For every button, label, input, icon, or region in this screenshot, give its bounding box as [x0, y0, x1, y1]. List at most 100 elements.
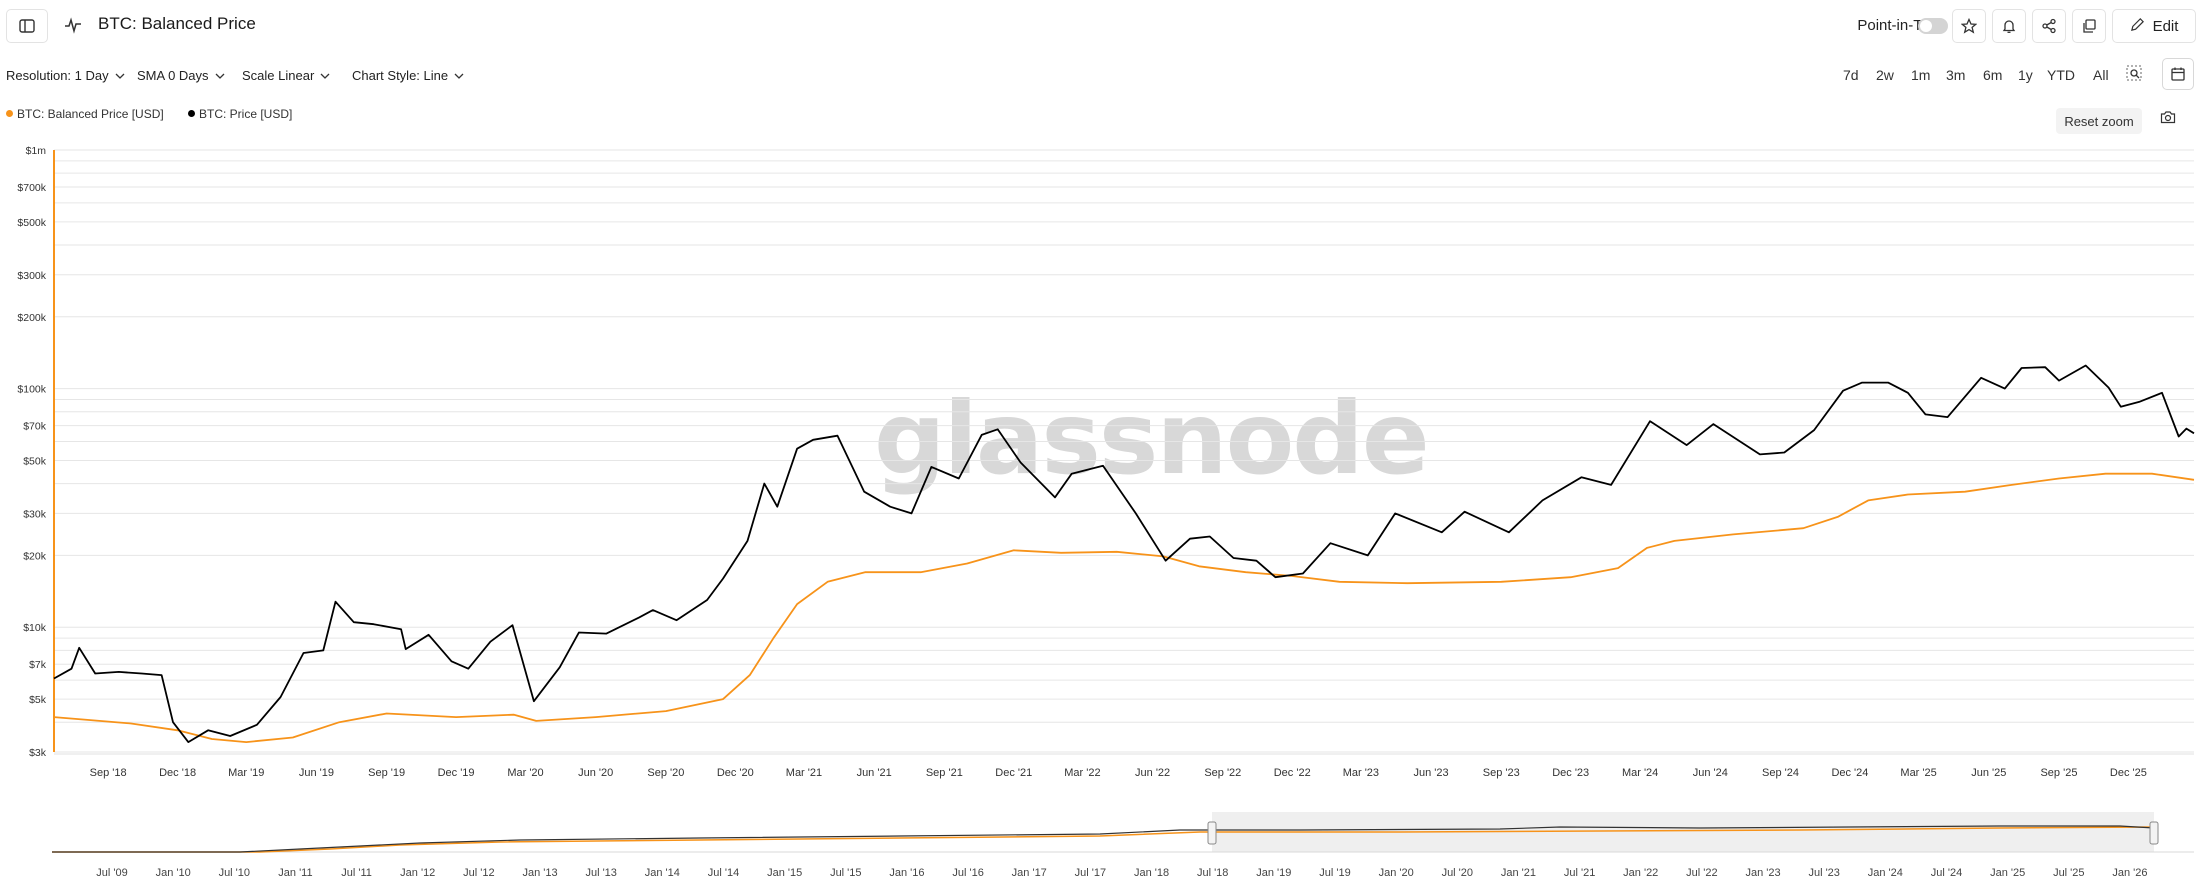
x-tick-label: Mar '24: [1622, 767, 1658, 779]
legend-item-balanced-price[interactable]: BTC: Balanced Price [USD]: [6, 107, 164, 121]
x-tick-label: Dec '20: [717, 767, 754, 779]
x-tick-label: Jun '19: [299, 767, 334, 779]
navigator-tick-label: Jan '26: [2112, 867, 2147, 879]
top-bar: BTC: Balanced Price Point-in-Time Edit: [0, 0, 2206, 52]
range-navigator[interactable]: Jul '09 Jan '10 Jul '10 Jan '11 Jul '11 Jan '…: [52, 812, 2194, 879]
x-tick-label: Mar '20: [507, 767, 543, 779]
range-ytd[interactable]: YTD: [2047, 67, 2075, 83]
pulse-line-icon: [64, 16, 82, 39]
x-tick-label: Sep '20: [647, 767, 684, 779]
range-1m[interactable]: 1m: [1911, 67, 1931, 83]
x-tick-label: Mar '21: [786, 767, 822, 779]
range-3m[interactable]: 3m: [1946, 67, 1966, 83]
navigator-tick-label: Jan '11: [278, 867, 312, 879]
reset-zoom-button[interactable]: Reset zoom: [2056, 108, 2142, 134]
x-tick-label: Dec '23: [1552, 767, 1589, 779]
navigator-tick-label: Jul '14: [708, 867, 739, 879]
y-tick-label: $5k: [29, 694, 47, 706]
x-tick-label: Dec '22: [1274, 767, 1311, 779]
x-tick-label: Sep '19: [368, 767, 405, 779]
series-lines: [53, 364, 2195, 743]
sidebar-panel-icon[interactable]: [6, 9, 48, 43]
navigator-tick-label: Jan '22: [1623, 867, 1658, 879]
x-tick-label: Mar '25: [1900, 767, 1936, 779]
navigator-tick-label: Jul '15: [830, 867, 861, 879]
y-tick-label: $1m: [26, 145, 47, 157]
star-icon[interactable]: [1952, 9, 1986, 43]
x-tick-label: Jun '20: [578, 767, 613, 779]
navigator-balanced-price-line: [52, 826, 2155, 853]
price-line: [53, 364, 2195, 743]
camera-icon[interactable]: [2160, 110, 2176, 129]
navigator-tick-label: Jan '23: [1745, 867, 1780, 879]
navigator-handle[interactable]: [2149, 821, 2159, 845]
navigator-tick-label: Jan '14: [645, 867, 680, 879]
y-tick-label: $700k: [17, 182, 46, 194]
navigator-tick-label: Jan '17: [1012, 867, 1047, 879]
resolution-label: Resolution: 1 Day: [6, 68, 109, 83]
legend-label: BTC: Balanced Price [USD]: [17, 107, 164, 121]
navigator-tick-label: Jan '24: [1868, 867, 1903, 879]
scale-dropdown[interactable]: Scale Linear: [242, 67, 330, 83]
grid-lines: [53, 149, 2194, 755]
navigator-tick-label: Jan '12: [400, 867, 435, 879]
navigator-tick-label: Jan '21: [1501, 867, 1536, 879]
navigator-tick-label: Jul '19: [1319, 867, 1350, 879]
x-tick-label: Dec '18: [159, 767, 196, 779]
navigator-tick-label: Jan '18: [1134, 867, 1169, 879]
navigator-tick-label: Jan '20: [1379, 867, 1414, 879]
x-tick-label: Mar '22: [1064, 767, 1100, 779]
page-title: BTC: Balanced Price: [98, 14, 256, 33]
chevron-down-icon: [320, 67, 330, 82]
x-tick-label: Dec '24: [1831, 767, 1868, 779]
y-tick-label: $10k: [23, 622, 47, 634]
range-1y[interactable]: 1y: [2018, 67, 2033, 83]
navigator-tick-label: Jul '11: [341, 867, 372, 879]
chevron-down-icon: [454, 67, 464, 82]
x-axis: Sep '18 Dec '18 Mar '19 Jun '19 Sep '19 Dec '…: [90, 767, 2147, 779]
y-tick-label: $20k: [23, 550, 47, 562]
navigator-tick-label: Jul '16: [952, 867, 983, 879]
point-in-time-toggle[interactable]: [1918, 18, 1948, 34]
y-tick-label: $200k: [17, 312, 46, 324]
x-tick-label: Dec '19: [438, 767, 475, 779]
x-tick-label: Jun '22: [1135, 767, 1170, 779]
x-tick-label: Jun '21: [857, 767, 892, 779]
chart-style-label: Chart Style: Line: [352, 68, 449, 83]
range-7d[interactable]: 7d: [1843, 67, 1859, 83]
scale-label: Scale Linear: [242, 68, 315, 83]
navigator-tick-label: Jul '17: [1075, 867, 1106, 879]
x-tick-label: Sep '23: [1483, 767, 1520, 779]
sma-dropdown[interactable]: SMA 0 Days: [137, 67, 225, 83]
navigator-handle[interactable]: [1207, 821, 1217, 845]
chart-style-dropdown[interactable]: Chart Style: Line: [352, 67, 464, 83]
bell-icon[interactable]: [1992, 9, 2026, 43]
navigator-tick-label: Jan '19: [1256, 867, 1291, 879]
range-all[interactable]: All: [2093, 67, 2109, 83]
copy-icon[interactable]: [2072, 9, 2106, 43]
y-tick-label: $500k: [17, 217, 46, 229]
resolution-dropdown[interactable]: Resolution: 1 Day: [6, 67, 125, 83]
y-tick-label: $30k: [23, 508, 47, 520]
x-tick-label: Sep '21: [926, 767, 963, 779]
navigator-tick-label: Jul '13: [585, 867, 616, 879]
navigator-tick-label: Jul '18: [1197, 867, 1228, 879]
legend-item-price[interactable]: BTC: Price [USD]: [188, 107, 292, 121]
zoom-select-icon[interactable]: [2126, 65, 2142, 86]
range-2w[interactable]: 2w: [1876, 67, 1894, 83]
x-tick-label: Sep '24: [1762, 767, 1799, 779]
range-6m[interactable]: 6m: [1983, 67, 2003, 83]
navigator-tick-label: Jul '09: [96, 867, 127, 879]
legend-label: BTC: Price [USD]: [199, 107, 293, 121]
x-tick-label: Jun '25: [1971, 767, 2006, 779]
edit-button[interactable]: Edit: [2112, 9, 2196, 43]
chevron-down-icon: [215, 67, 225, 82]
legend-swatch: [188, 110, 195, 117]
share-icon[interactable]: [2032, 9, 2066, 43]
navigator-tick-label: Jul '23: [1808, 867, 1839, 879]
balanced-price-line: [53, 472, 2195, 743]
calendar-icon[interactable]: [2162, 58, 2194, 90]
navigator-tick-label: Jul '25: [2053, 867, 2084, 879]
x-tick-label: Sep '22: [1204, 767, 1241, 779]
